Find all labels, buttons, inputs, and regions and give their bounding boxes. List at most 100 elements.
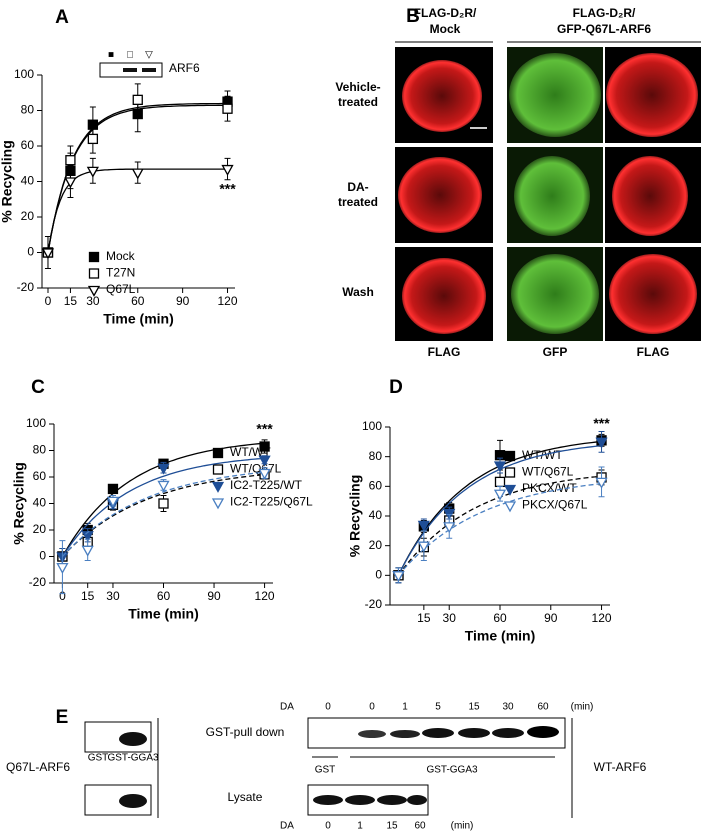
lane-time: 0 xyxy=(325,702,331,713)
y-tick-label: 100 xyxy=(14,67,34,81)
point xyxy=(417,520,430,532)
group-label: GST xyxy=(315,765,336,776)
x-axis-title: Time (min) xyxy=(128,606,199,622)
annotation: *** xyxy=(593,415,610,431)
row-label: DA- xyxy=(347,180,368,194)
x-tick-label: 90 xyxy=(207,589,221,603)
micrographs xyxy=(395,41,701,341)
panel-letter: C xyxy=(31,377,45,398)
legend-marker xyxy=(211,498,225,510)
column-header: FLAG-D₂R/ xyxy=(573,6,636,20)
annotation: *** xyxy=(256,421,273,437)
channel-label: FLAG xyxy=(637,345,670,359)
lane-time: 1 xyxy=(357,821,363,832)
y-tick-label: 60 xyxy=(369,479,383,493)
lane-time: 1 xyxy=(402,702,408,713)
x-tick-label: 60 xyxy=(131,294,145,308)
x-tick-label: 120 xyxy=(255,589,275,603)
blot-label: GST-pull down xyxy=(206,725,285,739)
x-tick-label: 120 xyxy=(592,611,612,625)
point xyxy=(258,468,271,480)
legend-marker xyxy=(212,464,224,475)
y-axis-title: % Recycling xyxy=(0,140,15,222)
y-tick-label: 80 xyxy=(369,449,383,463)
point xyxy=(392,571,405,583)
legend-label: PKCX/WT xyxy=(522,481,577,495)
column-header: FLAG-D₂R/ xyxy=(414,6,477,20)
point xyxy=(107,483,119,495)
y-tick-label: 0 xyxy=(39,549,46,563)
x-tick-label: 90 xyxy=(176,294,190,308)
x-tick-label: 15 xyxy=(81,589,95,603)
y-tick-label: 20 xyxy=(21,209,35,223)
column-header: Mock xyxy=(430,22,461,36)
point xyxy=(493,461,507,473)
y-axis-title: % Recycling xyxy=(11,462,27,544)
lane-label: GST-GGA3 xyxy=(107,753,159,764)
lane-time: 5 xyxy=(435,702,441,713)
y-tick-label: -20 xyxy=(17,280,35,294)
construct-label: WT-ARF6 xyxy=(594,760,647,774)
point xyxy=(65,155,76,166)
y-tick-label: 20 xyxy=(369,538,383,552)
row-label: Vehicle- xyxy=(335,80,380,94)
legend-label: WT/Q67L xyxy=(230,462,282,476)
x-tick-label: 15 xyxy=(417,611,431,625)
point xyxy=(132,94,143,105)
x-tick-label: 90 xyxy=(544,611,558,625)
x-tick-label: 30 xyxy=(106,589,120,603)
legend-marker xyxy=(211,481,225,493)
point xyxy=(64,177,77,189)
x-tick-label: 0 xyxy=(59,589,66,603)
legend-marker xyxy=(504,450,516,462)
group-label: GST-GGA3 xyxy=(426,765,478,776)
fit-curve xyxy=(61,457,265,557)
lane-time: 60 xyxy=(414,821,426,832)
point xyxy=(259,441,270,452)
legend-label: T27N xyxy=(106,266,135,280)
column-header: GFP-Q67L-ARF6 xyxy=(557,22,651,36)
inset-symbol: ■ xyxy=(108,50,114,61)
point xyxy=(106,496,120,508)
legend-marker xyxy=(212,447,224,459)
point xyxy=(443,522,456,534)
point xyxy=(86,166,99,178)
channel-label: FLAG xyxy=(428,345,461,359)
axis-label: DA xyxy=(280,821,294,832)
inset-band xyxy=(123,68,137,72)
inset-symbol: ▽ xyxy=(145,50,153,61)
y-tick-label: 0 xyxy=(375,568,382,582)
legend-label: IC2-T225/WT xyxy=(230,478,303,492)
x-tick-label: 60 xyxy=(157,589,171,603)
y-tick-label: 0 xyxy=(27,245,34,259)
legend-marker xyxy=(503,484,517,496)
y-tick-label: 40 xyxy=(21,174,35,188)
y-tick-label: 80 xyxy=(21,103,35,117)
lane-time: 30 xyxy=(502,702,514,713)
lane-time: 15 xyxy=(468,702,480,713)
y-tick-label: 60 xyxy=(33,469,47,483)
y-tick-label: 40 xyxy=(33,496,47,510)
row-label: Wash xyxy=(342,285,374,299)
panel-letter: B xyxy=(406,6,420,27)
y-tick-label: 80 xyxy=(33,443,47,457)
point xyxy=(221,164,234,176)
point xyxy=(493,489,507,501)
axis-label: DA xyxy=(280,702,294,713)
point xyxy=(157,480,170,492)
panel-letter: D xyxy=(389,377,403,398)
point xyxy=(56,562,69,574)
lane-label: GST xyxy=(88,753,109,764)
point xyxy=(87,133,99,145)
inset-label: ARF6 xyxy=(169,61,200,75)
x-tick-label: 30 xyxy=(443,611,457,625)
channel-label: GFP xyxy=(543,345,568,359)
construct-label: Q67L-ARF6 xyxy=(6,760,70,774)
x-tick-label: 60 xyxy=(493,611,507,625)
legend-marker xyxy=(88,268,100,279)
unit: (min) xyxy=(571,702,594,713)
y-tick-label: 100 xyxy=(362,419,382,433)
y-tick-label: 40 xyxy=(369,508,383,522)
fit-curve xyxy=(398,482,602,576)
legend-marker xyxy=(87,285,101,297)
